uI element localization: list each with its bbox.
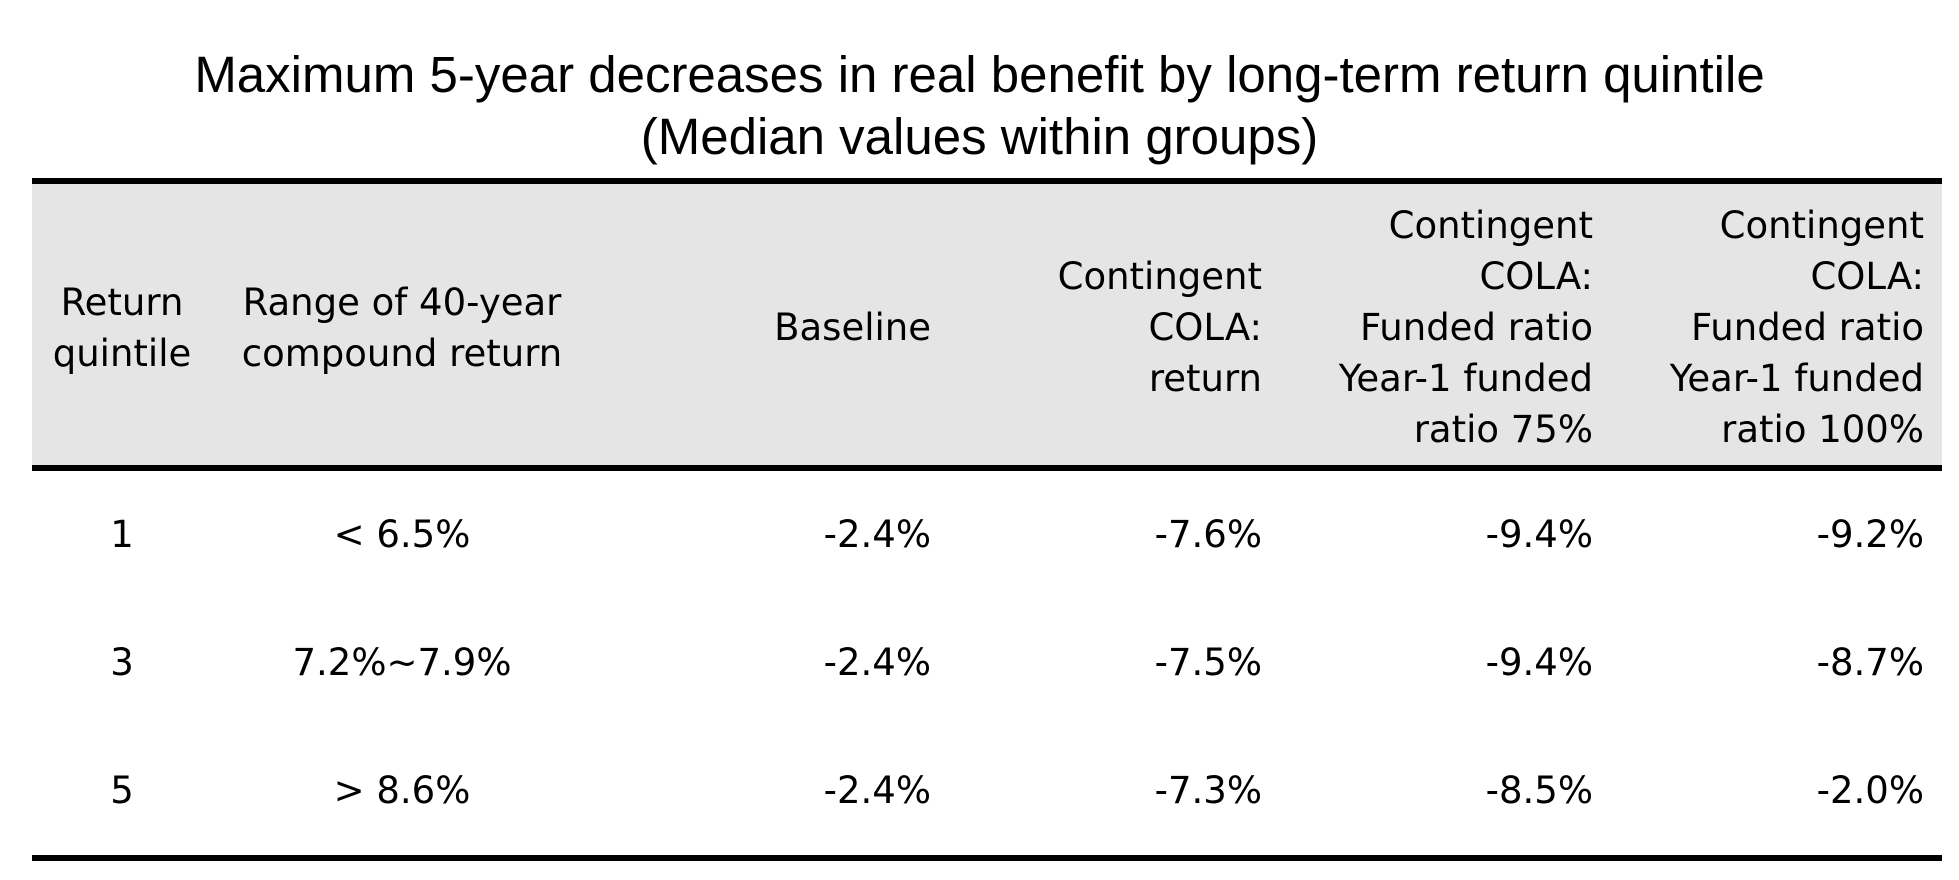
column-header-0: Return quintile bbox=[32, 178, 212, 471]
table-row: 3 7.2%~7.9% -2.4% -7.5% -9.4% -8.7% bbox=[32, 599, 1942, 727]
column-header-line: compound return bbox=[241, 331, 563, 375]
table-cell: -8.5% bbox=[1280, 727, 1611, 861]
column-header-line: Year-1 funded bbox=[1669, 357, 1924, 400]
table-cell: -2.0% bbox=[1611, 727, 1942, 861]
column-header-line: Funded ratio bbox=[1360, 306, 1593, 349]
column-header-1: Range of 40-year compound return bbox=[212, 178, 592, 471]
column-header-line: COLA: bbox=[1810, 255, 1924, 298]
column-header-line: ratio 100% bbox=[1721, 408, 1924, 451]
table-row: 1 < 6.5% -2.4% -7.6% -9.4% -9.2% bbox=[32, 468, 1942, 599]
column-header-line: Baseline bbox=[774, 306, 931, 349]
table-title-block: Maximum 5-year decreases in real benefit… bbox=[0, 44, 1959, 168]
table-title: Maximum 5-year decreases in real benefit… bbox=[194, 46, 1765, 103]
column-header-line: Range of 40-year bbox=[242, 280, 562, 324]
column-header-line: COLA: bbox=[1148, 306, 1262, 349]
column-header-4: Contingent COLA: Funded ratio Year-1 funded… bbox=[1280, 178, 1611, 471]
column-header-line: COLA: bbox=[1479, 255, 1593, 298]
table-cell: -9.4% bbox=[1485, 513, 1593, 556]
column-header-line: return bbox=[1148, 357, 1262, 400]
table-cell: 1 bbox=[110, 513, 134, 556]
column-header-line: Contingent bbox=[1719, 204, 1924, 247]
table-cell: -7.6% bbox=[1154, 513, 1262, 556]
table-header: Return quintile Range of 40-year compound r… bbox=[32, 178, 1942, 471]
table-cell: > 8.6% bbox=[212, 727, 592, 861]
table-cell: -9.2% bbox=[1816, 513, 1924, 556]
table-cell: -2.4% bbox=[823, 513, 931, 556]
table-cell: -7.3% bbox=[949, 727, 1280, 861]
column-header-line: Contingent bbox=[1057, 255, 1262, 298]
column-header-3: Contingent COLA: return bbox=[949, 178, 1280, 471]
results-table-container: Return quintile Range of 40-year compound r… bbox=[32, 178, 1942, 861]
column-header-5: Contingent COLA: Funded ratio Year-1 funded… bbox=[1611, 178, 1942, 471]
table-body: 1 < 6.5% -2.4% -7.6% -9.4% -9.2% 3 7.2%~7.9% -2.… bbox=[32, 468, 1942, 861]
table-cell: < 6.5% bbox=[333, 513, 471, 556]
table-cell: -9.4% bbox=[1485, 641, 1593, 684]
table-subtitle: (Median values within groups) bbox=[640, 108, 1319, 165]
table-cell: 7.2%~7.9% bbox=[292, 641, 512, 684]
table-cell: -8.7% bbox=[1816, 641, 1924, 684]
table-cell: -2.4% bbox=[823, 641, 931, 684]
column-header-line: quintile bbox=[52, 331, 192, 375]
column-header-2: Baseline bbox=[592, 178, 949, 471]
table-row: 5 > 8.6% -2.4% -7.3% -8.5% -2.0% bbox=[32, 727, 1942, 861]
table-cell: -7.5% bbox=[1154, 641, 1262, 684]
column-header-line: Funded ratio bbox=[1691, 306, 1924, 349]
column-header-line: Return bbox=[60, 280, 184, 324]
results-table: Return quintile Range of 40-year compound r… bbox=[32, 178, 1942, 861]
header-row: Return quintile Range of 40-year compound r… bbox=[32, 178, 1942, 471]
table-cell: 3 bbox=[110, 641, 134, 684]
table-cell: 5 bbox=[32, 727, 212, 861]
column-header-line: ratio 75% bbox=[1413, 408, 1593, 451]
column-header-line: Year-1 funded bbox=[1338, 357, 1593, 400]
table-cell: -2.4% bbox=[592, 727, 949, 861]
column-header-line: Contingent bbox=[1388, 204, 1593, 247]
